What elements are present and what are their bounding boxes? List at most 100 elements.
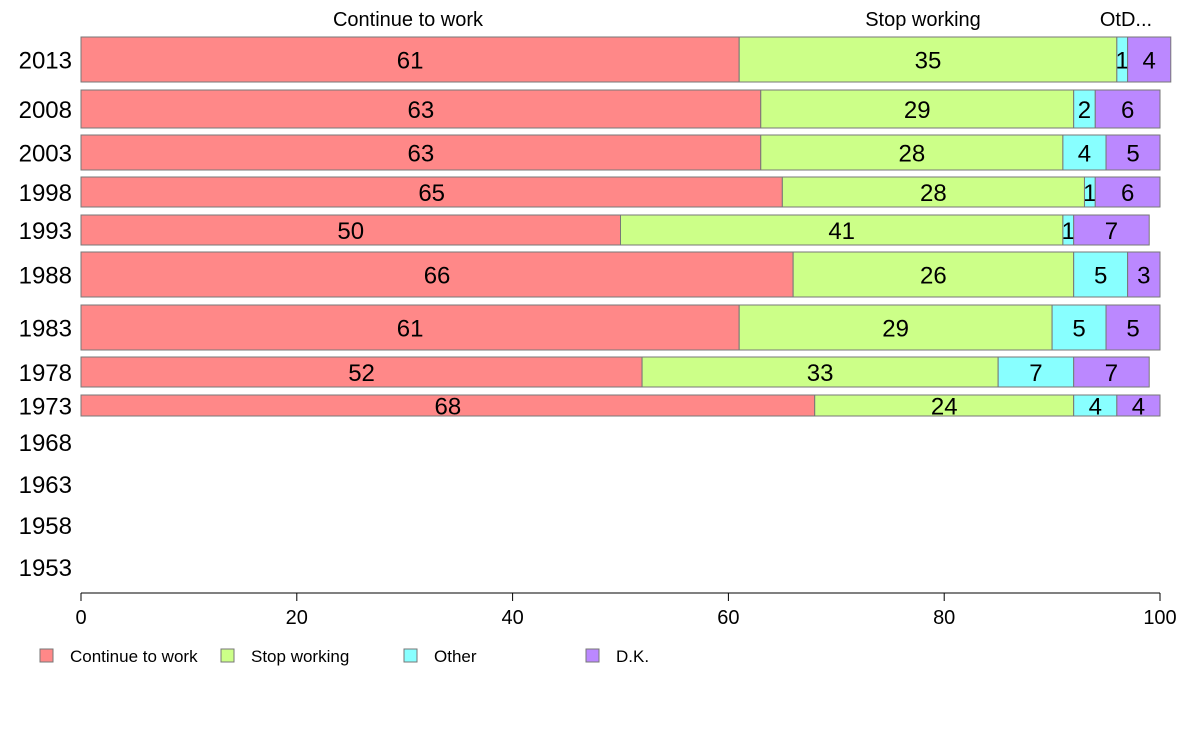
legend-swatch: [220, 648, 235, 663]
bar-segment: [1127, 251, 1161, 298]
year-label: 2008: [19, 97, 72, 124]
legend-swatch: [585, 648, 600, 663]
legend-swatch: [39, 648, 54, 663]
bar-segment: [1073, 356, 1150, 388]
data-label: 35: [915, 48, 942, 75]
data-label: 61: [397, 316, 424, 343]
bar-segment: [80, 304, 740, 351]
top-label: Stop working: [865, 9, 981, 31]
data-label: 3: [1137, 263, 1150, 290]
top-labels: Continue to work Stop working OtD...: [333, 9, 1152, 31]
year-label: 2013: [19, 48, 72, 75]
bar-segment: [80, 251, 794, 298]
bar-segment: [781, 176, 1085, 208]
data-label: 4: [1089, 394, 1102, 421]
year-label: 1998: [19, 180, 72, 207]
year-label: 1988: [19, 263, 72, 290]
year-label: 1993: [19, 218, 72, 245]
bar-segment: [80, 356, 643, 388]
bar-segment: [760, 134, 1064, 171]
data-label: 7: [1029, 360, 1042, 387]
x-tick-label: 60: [717, 607, 739, 629]
legend-swatch: [403, 648, 418, 663]
top-label: OtD...: [1100, 9, 1152, 31]
bar-segment: [1062, 134, 1107, 171]
bar-segment: [80, 214, 621, 246]
bars: 61 35 1 463 29 2 663 28 4 565 28 1 650 41 1 766 26 5 361 29…: [80, 36, 1172, 421]
data-label: 7: [1105, 360, 1118, 387]
year-labels: 2013 2008 2003 1998 1993 1988 1983 1978 1973 1968…: [19, 48, 72, 583]
bar-segment: [80, 36, 740, 83]
data-label: 4: [1078, 141, 1091, 168]
year-label: 1983: [19, 316, 72, 343]
data-label: 5: [1126, 316, 1139, 343]
data-label: 29: [904, 97, 931, 124]
bar-segment: [1105, 304, 1161, 351]
x-tick-label: 80: [933, 607, 955, 629]
data-label: 50: [337, 218, 364, 245]
bar-segment: [760, 89, 1075, 129]
legend-label: D.K.: [616, 647, 649, 666]
data-label: 41: [828, 218, 855, 245]
bar-segment: [1105, 134, 1161, 171]
data-label: 5: [1072, 316, 1085, 343]
bar-segment: [1127, 36, 1172, 83]
data-label: 63: [408, 97, 435, 124]
data-label: 1: [1116, 48, 1129, 75]
year-label: 1973: [19, 394, 72, 421]
bar-segment: [641, 356, 999, 388]
bar-segment: [997, 356, 1075, 388]
data-label: 29: [882, 316, 909, 343]
bar-segment: [80, 134, 762, 171]
year-label: 1958: [19, 513, 72, 540]
year-label: 1953: [19, 555, 72, 582]
bar-segment: [738, 304, 1053, 351]
data-label: 6: [1121, 180, 1134, 207]
data-label: 28: [920, 180, 947, 207]
legend: Continue to work Stop working Other D.K.: [39, 647, 649, 666]
bar-segment: [792, 251, 1075, 298]
data-label: 68: [435, 394, 462, 421]
data-label: 26: [920, 263, 947, 290]
x-tick-label: 0: [75, 607, 86, 629]
data-label: 24: [931, 394, 958, 421]
bar-segment: [80, 176, 783, 208]
bar-segment: [738, 36, 1118, 83]
data-label: 2: [1078, 97, 1091, 124]
x-tick-label: 20: [286, 607, 308, 629]
data-label: 28: [898, 141, 925, 168]
year-label: 1968: [19, 430, 72, 457]
legend-label: Stop working: [251, 647, 349, 666]
data-label: 6: [1121, 97, 1134, 124]
data-label: 52: [348, 360, 375, 387]
year-label: 2003: [19, 141, 72, 168]
data-label: 33: [807, 360, 834, 387]
data-label: 63: [408, 141, 435, 168]
bar-segment: [1094, 176, 1161, 208]
data-label: 66: [424, 263, 451, 290]
year-label: 1963: [19, 472, 72, 499]
data-label: 5: [1094, 263, 1107, 290]
top-label: Continue to work: [333, 9, 484, 31]
year-label: 1978: [19, 360, 72, 387]
x-tick-label: 100: [1143, 607, 1176, 629]
legend-label: Other: [434, 647, 477, 666]
data-label: 65: [418, 180, 445, 207]
data-label: 1: [1062, 218, 1075, 245]
data-label: 61: [397, 48, 424, 75]
data-label: 5: [1126, 141, 1139, 168]
data-label: 4: [1143, 48, 1156, 75]
x-tick-label: 40: [501, 607, 523, 629]
bar-segment: [1116, 394, 1161, 417]
data-label: 4: [1132, 394, 1145, 421]
bar-segment: [1073, 214, 1150, 246]
bar-segment: [620, 214, 1064, 246]
x-axis: 0 20 40 60 80 100: [75, 592, 1177, 629]
data-label: 7: [1105, 218, 1118, 245]
bar-segment: [1094, 89, 1161, 129]
legend-label: Continue to work: [70, 647, 198, 666]
bar-segment: [1073, 251, 1129, 298]
data-label: 1: [1083, 180, 1096, 207]
bar-segment: [1051, 304, 1107, 351]
